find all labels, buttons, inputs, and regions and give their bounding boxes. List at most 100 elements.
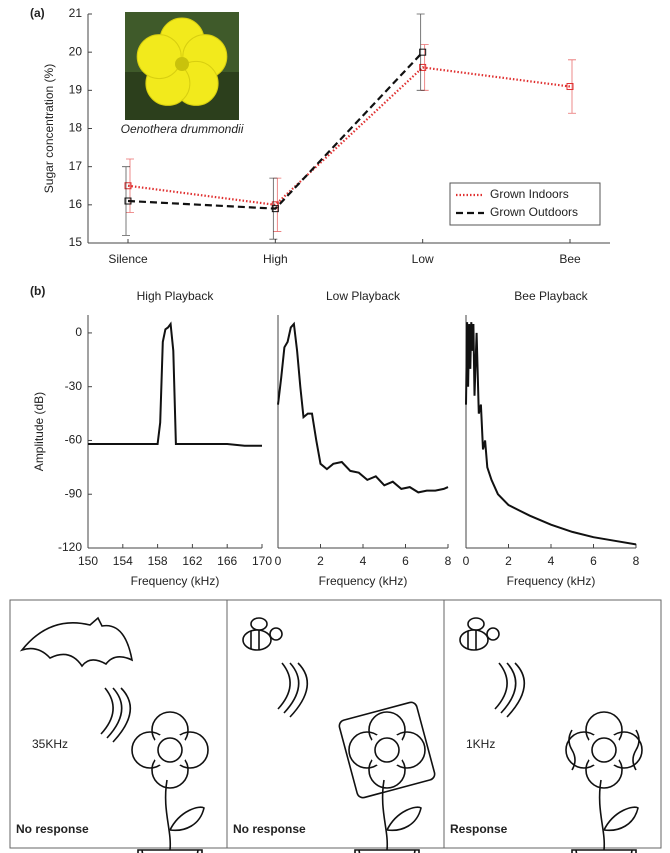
panel-frame — [9, 599, 228, 849]
y-tick-label: -90 — [65, 486, 83, 500]
y-tick-label: 16 — [69, 197, 83, 211]
x-tick-label: 4 — [548, 554, 555, 568]
bat — [19, 616, 134, 668]
marker — [124, 197, 132, 205]
bee-wing — [467, 617, 485, 631]
sound-wave — [494, 662, 508, 710]
x-tick-label: 4 — [360, 554, 367, 568]
leaf — [386, 806, 422, 832]
spectrum-line — [88, 321, 262, 447]
x-tick-label: 150 — [78, 554, 98, 568]
x-tick-label: 6 — [402, 554, 409, 568]
y-tick-label: 17 — [69, 159, 83, 173]
y-axis-label: Sugar concentration (%) — [42, 64, 56, 193]
leaf — [169, 806, 205, 832]
x-axis-label: Frequency (kHz) — [319, 574, 408, 588]
response-caption: No response — [233, 822, 306, 836]
chart-title: Low Playback — [326, 289, 401, 303]
y-tick-label: -60 — [65, 433, 83, 447]
bee-stripes — [467, 630, 477, 650]
flower-center — [157, 737, 183, 763]
error-bar — [568, 59, 576, 114]
sound-wave — [506, 662, 526, 718]
panel-frame — [226, 599, 445, 849]
error-bar — [122, 166, 130, 236]
pot — [137, 849, 203, 853]
pot — [571, 849, 637, 853]
illustration-panel: 1KHz Response — [443, 599, 662, 853]
y-tick-label: -120 — [58, 540, 82, 554]
x-tick-label: 166 — [217, 554, 237, 568]
illustration-panel: No response — [226, 599, 445, 853]
error-bar — [269, 177, 278, 240]
leaf — [603, 806, 639, 832]
x-tick-label: 0 — [463, 554, 470, 568]
x-tick-label: 170 — [252, 554, 272, 568]
x-axis-label: Frequency (kHz) — [131, 574, 220, 588]
x-tick-label: Silence — [108, 252, 148, 266]
pot — [354, 849, 420, 853]
marker — [566, 83, 574, 91]
response-caption: Response — [450, 822, 508, 836]
sound-wave — [100, 687, 114, 735]
petal — [136, 34, 182, 80]
sound-wave — [500, 662, 517, 714]
flower-center — [591, 737, 617, 763]
series-line — [127, 51, 424, 210]
x-tick-label: Bee — [559, 252, 581, 266]
x-tick-label: 154 — [113, 554, 133, 568]
x-tick-label: 2 — [505, 554, 512, 568]
series-line — [127, 66, 571, 206]
panel-label: (a) — [30, 6, 45, 20]
x-tick-label: 0 — [275, 554, 282, 568]
bee-head — [269, 627, 283, 641]
x-tick-label: 158 — [148, 554, 168, 568]
x-axis-label: Frequency (kHz) — [507, 574, 596, 588]
panel-frame — [443, 599, 662, 849]
y-tick-label: -30 — [65, 379, 83, 393]
frequency-label: 35KHz — [32, 737, 68, 751]
legend-box — [449, 182, 601, 226]
sound-wave — [106, 687, 123, 739]
panel-label: (b) — [30, 284, 45, 298]
bee-head — [486, 627, 500, 641]
y-tick-label: 0 — [75, 325, 82, 339]
bee-stripes — [250, 630, 260, 650]
y-tick-label: 19 — [69, 83, 83, 97]
illustration-panel: 35KHz No response — [9, 599, 228, 853]
legend-label: Grown Indoors — [490, 187, 569, 201]
flower-photo — [125, 12, 239, 120]
y-tick-label: 18 — [69, 121, 83, 135]
chart-title: Bee Playback — [514, 289, 588, 303]
x-tick-label: Low — [412, 252, 434, 266]
x-tick-label: High — [263, 252, 288, 266]
sound-wave — [277, 662, 291, 710]
flower-center — [175, 57, 189, 71]
marker — [271, 205, 279, 213]
sound-wave — [112, 687, 132, 743]
x-tick-label: 8 — [445, 554, 452, 568]
image-caption: Oenothera drummondii — [121, 122, 244, 136]
chart-title: High Playback — [137, 289, 215, 303]
legend-label: Grown Outdoors — [490, 205, 578, 219]
marker — [419, 63, 427, 71]
x-tick-label: 2 — [317, 554, 324, 568]
spectrum-line — [277, 321, 449, 494]
marker — [124, 182, 132, 190]
sound-wave — [283, 662, 300, 714]
flower-center — [374, 737, 400, 763]
response-caption: No response — [16, 822, 89, 836]
spectrum-line — [465, 322, 637, 546]
sound-wave — [289, 662, 309, 718]
y-axis-label: Amplitude (dB) — [32, 392, 46, 471]
x-tick-label: 6 — [590, 554, 597, 568]
marker — [419, 48, 427, 56]
x-tick-label: 8 — [633, 554, 640, 568]
shake-lines — [568, 729, 640, 771]
x-tick-label: 162 — [182, 554, 202, 568]
y-tick-label: 20 — [69, 44, 83, 58]
bee-wing — [250, 617, 268, 631]
y-tick-label: 15 — [69, 235, 83, 249]
